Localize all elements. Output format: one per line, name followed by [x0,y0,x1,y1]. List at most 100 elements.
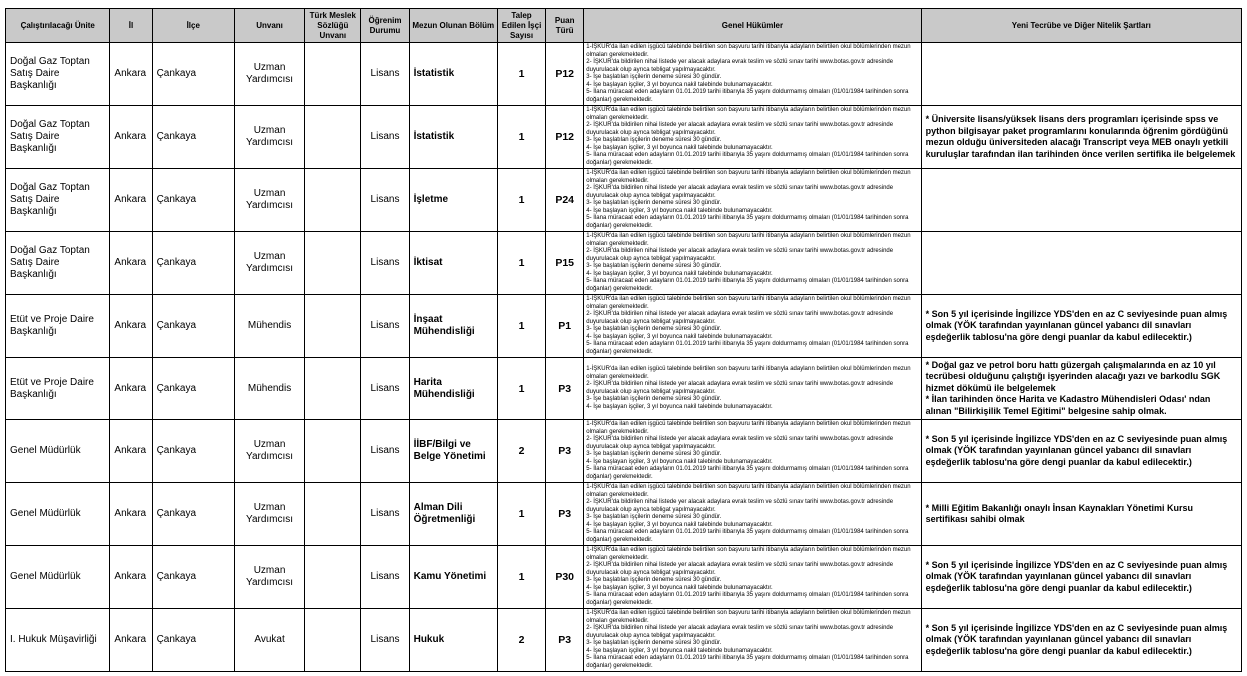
cell-province: Ankara [109,608,153,672]
cell-score-type: P12 [545,105,585,169]
cell-district: Çankaya [151,357,235,420]
cell-education: Lisans [360,482,410,546]
cell-general-provisions: 1-İŞKUR'da ilan edilen işgücü talebinde … [583,482,922,546]
general-provision-item: 3- İşe başlatılan işçilerin deneme süres… [586,200,722,206]
header-row: Çalıştırılacağı Ünite İl İlçe Unvanı Türk Me… [4,8,1243,43]
cell-general-provisions: 1-İŞKUR'da ilan edilen işgücü talebinde … [583,294,922,358]
general-provision-item: 1-İŞKUR'da ilan edilen işgücü talebinde … [586,233,911,247]
general-provision-item: 4- İşe başlayan işçiler, 3 yıl boyunca n… [586,458,773,465]
general-provision-item: 5- İlana müracaat eden adayların 01.01.2… [586,341,909,355]
cell-education: Lisans [360,357,410,420]
general-provision-item: 4- İşe başlayan işçiler, 3 yıl boyunca n… [586,81,773,88]
general-provision-item: 2- İŞKUR'da bildirilen nihai listede yer… [586,185,894,199]
general-provision-item: 2- İŞKUR'da bildirilen nihai listede yer… [586,248,894,262]
cell-requirements: * Son 5 yıl içerisinde İngilizce YDS'den… [920,294,1243,358]
column-header-province: İl [109,8,153,43]
cell-province: Ankara [109,168,153,232]
cell-requested-count: 2 [496,608,547,672]
cell-department: Kamu Yönetimi [408,545,498,609]
cell-requested-count: 1 [496,357,547,420]
cell-province: Ankara [109,231,153,295]
requirement-note: * Üniversite lisans/yüksek lisans ders p… [925,114,1236,159]
general-provision-item: 1-İŞKUR'da ilan edilen işgücü talebinde … [586,44,911,58]
general-provision-item: 2- İŞKUR'da bildirilen nihai listede yer… [586,562,894,576]
cell-province: Ankara [109,419,153,483]
general-provision-item: 4- İşe başlayan işçiler, 3 yıl boyunca n… [586,207,773,214]
cell-education: Lisans [360,294,410,358]
table-body: Doğal Gaz Toptan Satış Daire Başkanlığı A… [4,42,1243,672]
cell-general-provisions: 1-İŞKUR'da ilan edilen işgücü talebinde … [583,105,922,169]
cell-dictionary-title [304,545,362,609]
cell-dictionary-title [304,105,362,169]
cell-general-provisions: 1-İŞKUR'da ilan edilen işgücü talebinde … [583,357,922,420]
cell-requested-count: 1 [496,168,547,232]
cell-district: Çankaya [151,608,235,672]
cell-requirements [920,231,1243,295]
cell-score-type: P3 [545,608,585,672]
cell-title: Mühendis [233,357,306,420]
cell-district: Çankaya [151,168,235,232]
cell-district: Çankaya [151,42,235,106]
cell-district: Çankaya [151,545,235,609]
cell-province: Ankara [109,42,153,106]
column-header-requested-count: Talep Edilen İşçi Sayısı [496,8,547,43]
general-provision-item: 5- İlana müracaat eden adayların 01.01.2… [586,529,909,543]
cell-department: Hukuk [408,608,498,672]
cell-unit: Doğal Gaz Toptan Satış Daire Başkanlığı [4,231,111,295]
cell-unit: Genel Müdürlük [4,545,111,609]
cell-requested-count: 2 [496,419,547,483]
requirement-note: * Doğal gaz ve petrol boru hattı güzerga… [925,359,1221,393]
general-provision-item: 2- İŞKUR'da bildirilen nihai listede yer… [586,436,894,450]
cell-title: Mühendis [233,294,306,358]
cell-unit: Doğal Gaz Toptan Satış Daire Başkanlığı [4,105,111,169]
general-provision-item: 4- İşe başlayan işçiler, 3 yıl boyunca n… [586,333,773,340]
cell-score-type: P1 [545,294,585,358]
cell-dictionary-title [304,357,362,420]
general-provision-item: 5- İlana müracaat eden adayların 01.01.2… [586,466,909,480]
general-provision-item: 4- İşe başlayan işçiler, 3 yıl boyunca n… [586,403,773,410]
general-provision-item: 3- İşe başlatılan işçilerin deneme süres… [586,514,722,520]
cell-title: Uzman Yardımcısı [233,545,306,609]
cell-unit: Doğal Gaz Toptan Satış Daire Başkanlığı [4,168,111,232]
cell-unit: Etüt ve Proje Daire Başkanlığı [4,294,111,358]
column-header-requirements: Yeni Tecrübe ve Diğer Nitelik Şartları [920,8,1243,43]
cell-score-type: P3 [545,357,585,420]
cell-dictionary-title [304,294,362,358]
cell-unit: Etüt ve Proje Daire Başkanlığı [4,357,111,420]
general-provision-item: 3- İşe başlatılan işçilerin deneme süres… [586,263,722,269]
table-row: Genel Müdürlük Ankara Çankaya Uzman Yardımc… [4,482,1243,546]
column-header-dictionary-title: Türk Meslek Sözlüğü Unvanı [304,8,362,43]
cell-requirements: * Son 5 yıl içerisinde İngilizce YDS'den… [920,419,1243,483]
cell-score-type: P3 [545,419,585,483]
cell-requested-count: 1 [496,231,547,295]
cell-title: Uzman Yardımcısı [233,42,306,106]
column-header-title: Unvanı [233,8,306,43]
requirement-note: * Milli Eğitim Bakanlığı onaylı İnsan Ka… [925,502,1194,525]
cell-title: Avukat [233,608,306,672]
table-row: I. Hukuk Müşavirliği Ankara Çankaya Avukat L… [4,608,1243,672]
general-provision-item: 4- İşe başlayan işçiler, 3 yıl boyunca n… [586,584,773,591]
general-provision-item: 5- İlana müracaat eden adayların 01.01.2… [586,152,909,166]
requirement-note: * Son 5 yıl içerisinde İngilizce YDS'den… [925,559,1228,593]
column-header-general-provisions: Genel Hükümler [583,8,922,43]
general-provision-item: 3- İşe başlatılan işçilerin deneme süres… [586,74,722,80]
cell-province: Ankara [109,294,153,358]
cell-dictionary-title [304,419,362,483]
cell-requested-count: 1 [496,105,547,169]
requirement-note: * Son 5 yıl içerisinde İngilizce YDS'den… [925,622,1228,656]
general-provision-item: 5- İlana müracaat eden adayların 01.01.2… [586,592,909,606]
general-provision-item: 2- İŞKUR'da bildirilen nihai listede yer… [586,59,894,73]
general-provision-item: 2- İŞKUR'da bildirilen nihai listede yer… [586,122,894,136]
cell-score-type: P30 [545,545,585,609]
cell-title: Uzman Yardımcısı [233,419,306,483]
general-provision-item: 5- İlana müracaat eden adayların 01.01.2… [586,278,909,292]
requirement-note: * Son 5 yıl içerisinde İngilizce YDS'den… [925,433,1228,467]
cell-score-type: P12 [545,42,585,106]
cell-district: Çankaya [151,419,235,483]
cell-unit: Genel Müdürlük [4,419,111,483]
cell-dictionary-title [304,231,362,295]
table-row: Doğal Gaz Toptan Satış Daire Başkanlığı A… [4,105,1243,169]
general-provision-item: 2- İŞKUR'da bildirilen nihai listede yer… [586,381,894,395]
cell-dictionary-title [304,168,362,232]
cell-department: İstatistik [408,42,498,106]
